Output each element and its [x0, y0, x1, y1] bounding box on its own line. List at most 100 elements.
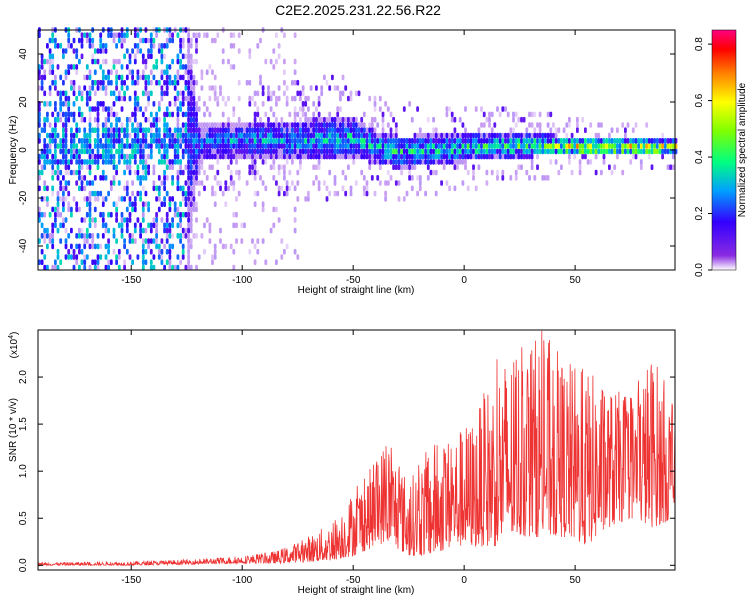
spectrogram-cell: [368, 143, 372, 149]
spectrogram-cell: [240, 132, 244, 139]
spectrogram-cell: [189, 206, 193, 213]
spectrogram-cell: [232, 185, 236, 192]
spectrogram-cell: [336, 111, 340, 118]
spectrogram-cell: [144, 58, 148, 65]
spectrogram-cell: [64, 132, 68, 139]
spectrogram-cell: [163, 111, 166, 118]
spectrogram-cell: [107, 248, 110, 255]
spectrogram-cell: [506, 153, 510, 160]
spectrogram-cell: [450, 159, 454, 165]
spectrogram-cell: [88, 122, 92, 128]
spectrogram-cell: [96, 111, 100, 118]
spectrogram-cell: [474, 138, 478, 144]
spectrogram-cell: [280, 116, 284, 123]
spectrogram-cell: [232, 180, 236, 186]
spectrogram-cell: [237, 116, 241, 123]
spectrogram-cell: [370, 138, 374, 144]
spectrogram-cell: [179, 127, 182, 133]
spectrogram-cell: [235, 138, 238, 144]
spectrogram-cell: [168, 159, 172, 165]
spectrogram-cell: [200, 159, 204, 165]
spectrogram-cell: [168, 254, 172, 260]
spectrogram-cell: [309, 143, 313, 149]
spectrogram-cell: [211, 254, 214, 260]
spectrogram-cell: [299, 164, 302, 170]
spectrogram-cell: [560, 164, 563, 170]
spectrogram-cell: [213, 132, 217, 139]
spectrogram-cell: [70, 211, 73, 218]
spectrogram-cell: [205, 138, 209, 144]
spectrogram-cell: [75, 259, 79, 265]
spectrogram-cell: [493, 148, 497, 155]
spectrogram-cell: [187, 85, 190, 91]
spectrogram-cell: [275, 95, 278, 102]
spectrogram-cell: [466, 153, 470, 160]
spectrogram-cell: [554, 159, 558, 165]
spectrogram-cell: [115, 217, 118, 223]
spectrogram-cell: [54, 211, 57, 218]
spectrogram-cell: [109, 138, 113, 144]
spectrogram-cell: [144, 164, 148, 170]
spectrogram-cell: [46, 148, 49, 155]
spectrogram-cell: [216, 32, 220, 38]
spectrogram-cell: [88, 264, 92, 271]
spectrogram-cell: [101, 233, 105, 239]
spectrogram-cell: [600, 122, 603, 128]
spectrogram-cell: [482, 111, 486, 118]
spectrogram-cell: [288, 148, 292, 155]
spectrogram-cell: [520, 116, 523, 123]
spectrogram-cell: [176, 206, 180, 213]
spectrogram-cell: [224, 132, 228, 139]
spectrogram-cell: [296, 196, 300, 202]
spectrogram-cell: [224, 243, 228, 250]
spectrogram-cell: [192, 101, 196, 107]
spectrogram-cell: [163, 180, 166, 186]
spectrogram-cell: [536, 153, 539, 160]
spectrogram-cell: [168, 227, 172, 234]
spectrogram-cell: [187, 90, 190, 97]
spectrogram-cell: [141, 138, 145, 144]
spectrogram-cell: [203, 111, 206, 118]
spectrogram-cell: [594, 138, 598, 144]
spectrogram-cell: [192, 196, 196, 202]
spectrogram-cell: [99, 43, 103, 49]
spectrogram-cell: [99, 32, 103, 38]
spectrogram-cell: [328, 127, 332, 133]
spectrogram-cell: [176, 180, 180, 186]
spectrogram-cell: [136, 43, 140, 49]
spectrogram-cell: [43, 254, 47, 260]
spectrogram-cell: [315, 122, 318, 128]
spectrogram-cell: [96, 101, 100, 107]
spectrogram-cell: [389, 138, 393, 144]
spectrogram-cell: [341, 169, 345, 176]
spectrogram-cell: [339, 95, 342, 102]
spectrogram-cell: [219, 227, 222, 234]
spectrogram-cell: [416, 190, 419, 197]
spectrogram-cell: [323, 148, 326, 155]
spectrogram-cell: [280, 148, 284, 155]
spectrogram-cell: [40, 64, 44, 70]
spectrogram-cell: [450, 153, 454, 160]
spectrogram-cell: [671, 138, 675, 144]
spectrogram-cell: [368, 164, 372, 170]
spectrogram-cell: [418, 127, 422, 133]
spectrogram-cell: [195, 116, 198, 123]
spectrogram-cell: [139, 37, 142, 44]
spectrogram-cell: [333, 116, 337, 123]
spectrogram-cell: [56, 159, 60, 165]
spectrogram-cell: [299, 106, 302, 112]
spectrogram-cell: [661, 143, 664, 149]
spectrogram-cell: [192, 90, 196, 97]
spectrogram-cell: [378, 143, 382, 149]
spectrogram-cell: [589, 138, 593, 144]
spectrogram-cell: [520, 164, 523, 170]
spectrogram-cell: [261, 132, 265, 139]
spectrogram-cell: [43, 74, 47, 81]
spectrogram-cell: [189, 43, 193, 49]
spectrogram-cell: [128, 254, 132, 260]
spectrogram-cell: [144, 227, 148, 234]
snr-panel: -150 -100 -50 0 50 0.00.51.01.52.0 Height of…: [8, 329, 676, 596]
spectrogram-cell: [440, 180, 443, 186]
spectrogram-cell: [192, 169, 196, 176]
spectrogram-cell: [296, 153, 300, 160]
